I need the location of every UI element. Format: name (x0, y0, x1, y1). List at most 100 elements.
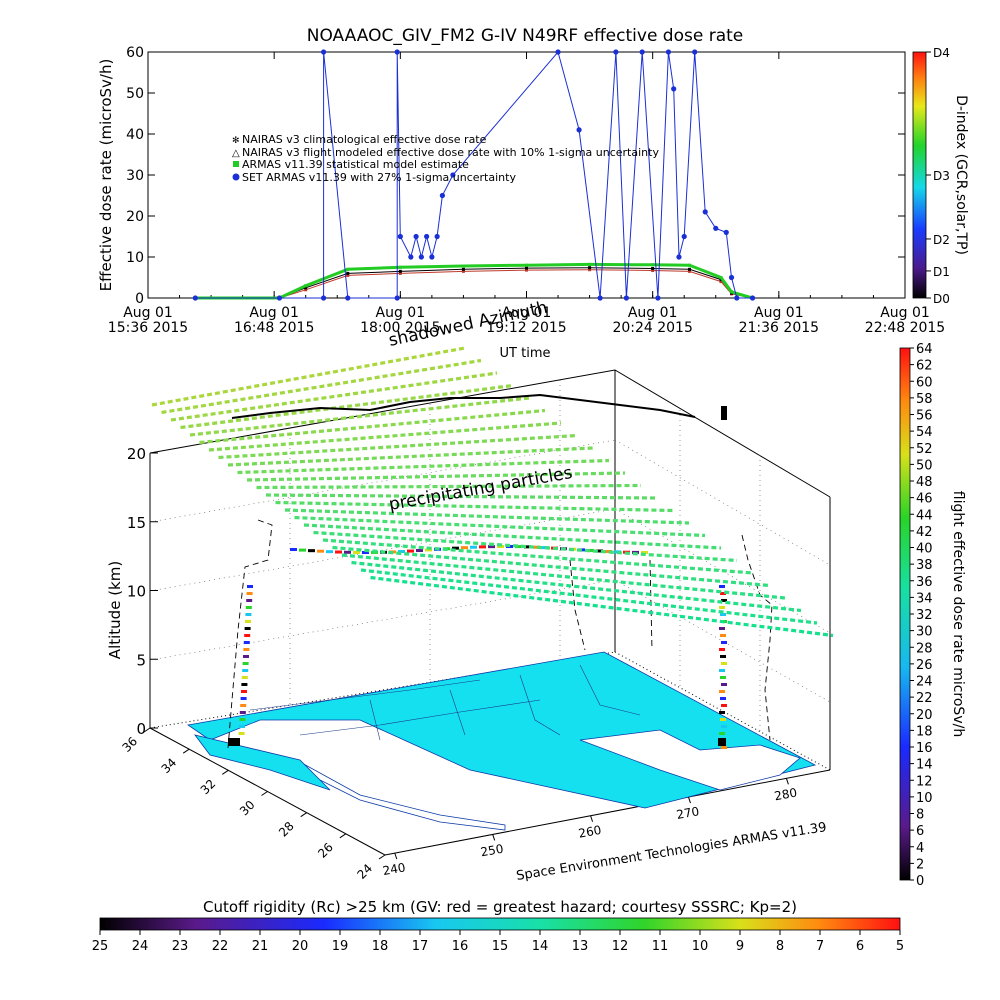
flight-track-cruise-point (596, 549, 603, 553)
top-series-point-set-armas (424, 233, 430, 240)
flight-track-ascent-point (239, 725, 245, 728)
rigidity-tick-label: 8 (776, 939, 784, 954)
cutoff-rigidity-ticks: 25 24 23 22 21 20 19 18 17 16 15 14 13 12 11 10 9 8 7 6 5 (92, 930, 904, 954)
top-series-point-1 (687, 267, 691, 271)
latitude-tick (300, 812, 307, 818)
top-series-point-1 (304, 286, 308, 290)
top-series-point-set-armas (320, 295, 327, 301)
top-series-point-set-armas (576, 127, 582, 133)
top-series-point-2 (461, 264, 465, 268)
flight-track-ascent-point (241, 683, 248, 686)
top-y-tick-label: 20 (126, 209, 144, 225)
top-series-point-1 (461, 267, 465, 271)
rigidity-tick-label: 16 (452, 939, 469, 954)
particle-stripe (332, 545, 770, 588)
flight-track-ascent-point (246, 592, 253, 595)
particle-stripe (360, 568, 818, 625)
dose-rate-tick-label: 62 (916, 359, 933, 374)
latitude-tick-label: 30 (237, 798, 258, 819)
top-series-point-set-armas (671, 86, 677, 92)
particle-sheet (151, 346, 834, 638)
cutoff-rigidity-title: Cutoff rigidity (Rc) >25 km (GV: red = g… (203, 898, 797, 916)
top-series-point-set-armas (555, 49, 561, 55)
altitude-tick-label: 15 (127, 514, 146, 532)
top-series-point-1 (525, 266, 528, 270)
dose-rate-tick-label: 34 (916, 591, 933, 606)
dose-rate-colorbar-bar (899, 347, 911, 881)
longitude-tick-label: 250 (480, 842, 505, 860)
top-series-point-2 (346, 267, 350, 271)
flight-track-ascent-point (240, 704, 247, 707)
dose-rate-colorbar: 0246810121416182022242628303234363840424… (899, 342, 966, 889)
altitude-axis-label: Altitude (km) (106, 561, 124, 659)
top-series-group (192, 49, 756, 301)
flight-track-descent-point (721, 725, 727, 728)
top-series-line-1 (195, 267, 753, 299)
particle-stripe (256, 483, 642, 490)
rigidity-tick-label: 18 (372, 939, 389, 954)
legend-label-armas-model: ARMAS v11.39 statistical model estimate (242, 158, 469, 171)
flight-track-descent-point (719, 585, 725, 588)
latitude-tick (182, 748, 190, 754)
top-x-tick-label-time: 19:12 2015 (486, 320, 566, 336)
top-y-axis-label: Effective dose rate (microSv/h) (97, 59, 115, 292)
particle-stripe (208, 421, 562, 452)
latitude-tick-label: 28 (276, 819, 297, 840)
flight-track-cruise-point (524, 545, 531, 549)
flight-track-descent-point (720, 592, 726, 595)
top-x-tick-label-time: 22:48 2015 (865, 320, 945, 336)
top-series-point-2 (719, 276, 723, 279)
top-x-tick-label-time: 20:24 2015 (612, 320, 692, 336)
rigidity-tick-label: 20 (292, 939, 309, 954)
latitude-tick (339, 833, 347, 839)
dose-rate-tick-label: 22 (916, 691, 933, 706)
top-x-tick-label-date: Aug 01 (249, 305, 299, 321)
particle-stripe (199, 408, 546, 445)
latitude-tick (261, 791, 268, 796)
dindex-colorbar-bar (912, 51, 927, 299)
rigidity-tick-label: 13 (572, 939, 589, 954)
top-series-point-0 (346, 273, 350, 277)
dose-rate-tick-label: 2 (916, 857, 924, 872)
top-series-point-set-armas (676, 254, 682, 260)
top-series-point-set-armas (394, 295, 400, 301)
dindex-tick-label: D4 (933, 46, 950, 60)
particle-stripe (161, 358, 482, 415)
altitude-tick-label: 10 (127, 583, 146, 601)
top-series-point-1 (588, 266, 592, 270)
top-series-point-2 (398, 265, 402, 269)
latitude-tick-label: 32 (198, 777, 219, 798)
top-series-point-set-armas (639, 49, 645, 55)
flight-track-cruise-point (335, 550, 342, 554)
dose-rate-tick-label: 28 (916, 641, 933, 656)
flight-track-descent-point (719, 606, 725, 609)
dindex-tick-label: D0 (933, 292, 950, 306)
top-series-point-0 (588, 268, 592, 272)
flight-track-ascent-point (243, 655, 249, 658)
flight-track-descent-point (721, 662, 727, 665)
top-series-line-3 (195, 50, 753, 299)
legend-marker-climatological: ✻ (232, 136, 240, 146)
top-series-point-set-armas (408, 254, 414, 260)
top-y-tick-label: 30 (126, 168, 144, 184)
altitude-tick-label: 20 (127, 445, 146, 463)
rigidity-tick-label: 25 (92, 939, 109, 954)
top-series-point-0 (304, 288, 308, 292)
dose-rate-tick-label: 12 (916, 774, 933, 789)
top-series-point-set-armas (728, 274, 735, 281)
top-x-tick-label-time: 21:36 2015 (739, 320, 819, 336)
flight-track-descent-point (719, 711, 725, 714)
dose-rate-tick-label: 26 (916, 658, 933, 673)
top-series-point-set-armas (692, 49, 698, 55)
latitude-tick-label: 26 (315, 840, 336, 861)
flight-track-descent-point (721, 599, 727, 602)
rigidity-tick-label: 15 (492, 939, 509, 954)
top-series-point-set-armas (394, 49, 400, 55)
particle-stripe (218, 433, 578, 460)
top-x-tick-label-time: 15:36 2015 (108, 320, 188, 336)
flight-track-cruise-point (344, 550, 351, 554)
particle-stripe (284, 508, 690, 525)
top-series-point-0 (687, 269, 691, 273)
flight-track-ascent-point (247, 585, 253, 588)
top-series-point-set-armas (749, 295, 756, 301)
